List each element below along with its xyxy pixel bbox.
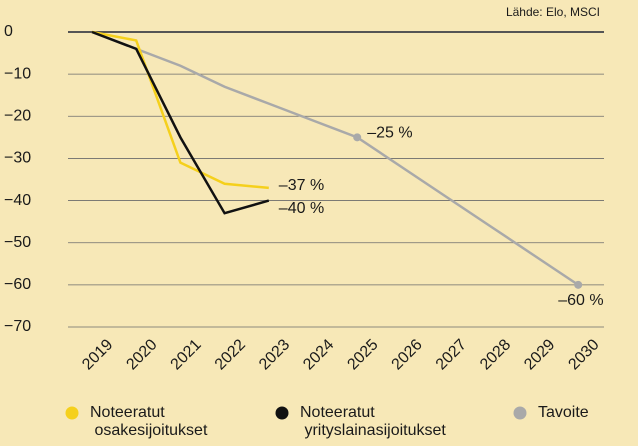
legend-label: Noteeratut osakesijoitukset	[90, 404, 208, 439]
legend-marker	[275, 406, 289, 420]
legend-line: Noteeratut	[300, 404, 375, 421]
x-tick-label: 2021	[168, 336, 205, 373]
y-tick-label: −20	[4, 108, 31, 125]
y-tick-label: −60	[4, 276, 31, 293]
source: Lähde: Elo, MSCI	[506, 5, 600, 19]
x-tick-label: 2028	[477, 336, 514, 373]
data-label: –37 %	[279, 177, 324, 194]
x-tick-label: 2022	[212, 336, 249, 373]
data-label: –25 %	[367, 125, 412, 142]
y-tick-label: −40	[4, 192, 31, 209]
x-tick-label: 2019	[79, 336, 116, 373]
series-line	[91, 30, 269, 190]
legend-label: Noteeratut yrityslainasijoitukset	[300, 404, 446, 439]
x-tick-label: 2024	[300, 336, 337, 373]
y-tick-label: −10	[4, 65, 31, 82]
x-tick-label: 2023	[256, 336, 293, 373]
data-label: –60 %	[558, 292, 603, 309]
legend-marker	[513, 406, 527, 420]
x-tick-label: 2029	[521, 336, 558, 373]
legend-line: yrityslainasijoitukset	[300, 422, 446, 439]
point-marker	[574, 280, 583, 289]
series-line	[91, 30, 579, 286]
legend-line: osakesijoitukset	[90, 422, 208, 439]
legend-line: Noteeratut	[90, 404, 165, 421]
point-marker	[353, 133, 362, 142]
x-tick-label: 2025	[344, 336, 381, 373]
series-line	[91, 30, 270, 215]
x-tick-label: 2020	[123, 336, 160, 373]
legend-marker	[65, 406, 79, 420]
data-label: –40 %	[279, 200, 324, 217]
x-tick-label: 2026	[389, 336, 426, 373]
y-tick-label: −70	[4, 318, 31, 335]
legend-label: Tavoite	[538, 404, 589, 421]
x-tick-label: 2027	[433, 336, 470, 373]
y-tick-label: −50	[4, 234, 31, 251]
x-tick-label: 2030	[565, 336, 602, 373]
y-tick-label: −30	[4, 150, 31, 167]
y-tick-label: 0	[4, 23, 13, 40]
